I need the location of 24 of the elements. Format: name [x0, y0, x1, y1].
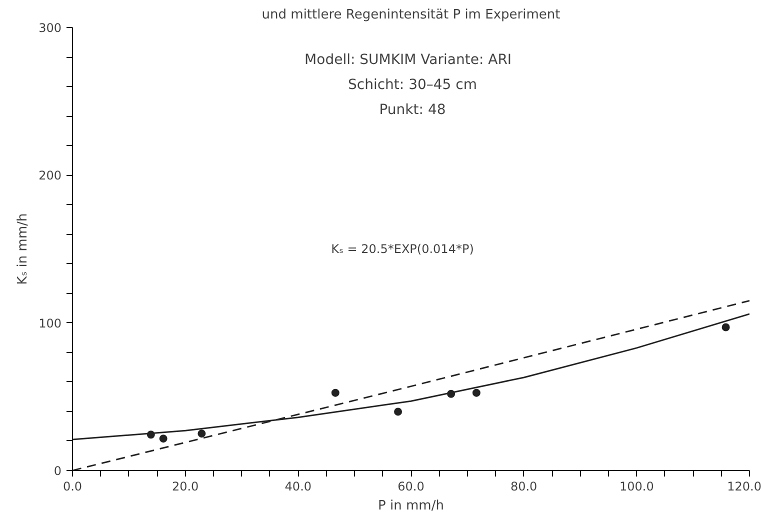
y-tick-label: 200 [38, 168, 62, 183]
point [159, 434, 168, 443]
annotation: Kₛ = 20.5*EXP(0.014*P) [331, 242, 474, 256]
annotation: Modell: SUMKIM Variante: ARI [304, 52, 512, 68]
x-tick-label: 0.0 [62, 480, 82, 494]
y-tick-label: 0 [54, 464, 62, 478]
point [198, 430, 206, 438]
x-tick-label: 60.0 [398, 480, 424, 494]
point [394, 408, 402, 416]
y-tick-label: 300 [38, 21, 62, 35]
y-tick-label: 100 [38, 316, 62, 330]
x-tick-label: 20.0 [172, 480, 199, 494]
point [722, 323, 730, 332]
x-tick-label: 40.0 [284, 480, 312, 494]
x-tick-label: 120.0 [727, 480, 761, 494]
x-tick-label: 100.0 [619, 480, 654, 494]
annotation: Schicht: 30–45 cm [348, 77, 478, 94]
point [331, 388, 340, 397]
x-axis-title: P in mm/h [378, 498, 444, 514]
y-axis-title: Kₛ in mm/h [16, 213, 31, 285]
chart-title: und mittlere Regenintensität P im Experiment [262, 8, 560, 22]
x-tick-label: 80.0 [510, 480, 538, 494]
annotation: Punkt: 48 [379, 102, 446, 118]
point [472, 388, 480, 397]
